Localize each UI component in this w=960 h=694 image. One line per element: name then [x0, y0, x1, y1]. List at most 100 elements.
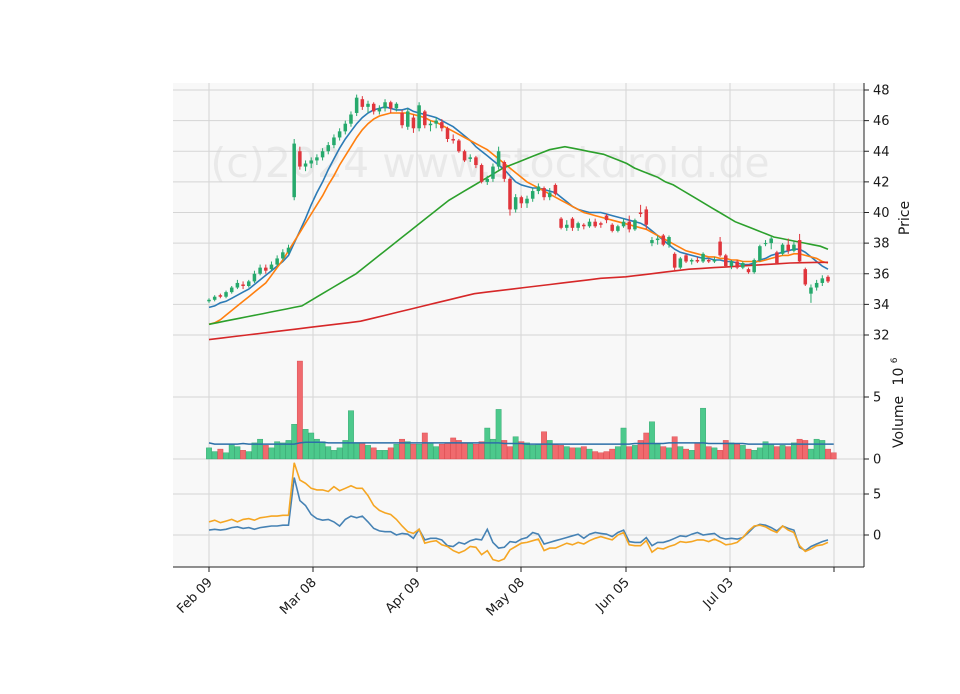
volume-bar [694, 442, 701, 460]
volume-bar [819, 440, 826, 460]
volume-bar [234, 446, 241, 460]
volume-bar [779, 445, 786, 460]
candle-body [530, 191, 535, 199]
candle-body [440, 122, 444, 129]
candle-body [496, 151, 501, 167]
indicator-line-2 [208, 462, 829, 563]
volume-bar [393, 443, 400, 460]
candle-body [746, 269, 751, 273]
candle-body [633, 220, 637, 230]
candle-body [309, 160, 313, 164]
volume-bar [461, 442, 468, 460]
volume-bar [495, 409, 502, 460]
candle-body [383, 102, 387, 109]
candle-body [684, 255, 688, 262]
volume-bar [206, 447, 212, 460]
volume-bar [728, 442, 735, 460]
price-tick-label: 38 [873, 237, 890, 252]
candle-body [337, 131, 342, 138]
volume-bar [257, 438, 264, 460]
x-tick-label: Jul 03 [700, 575, 737, 612]
volume-bar [756, 447, 763, 460]
volume-bar [773, 446, 780, 460]
candle-body [343, 123, 348, 132]
candle-body [212, 296, 217, 300]
volume-average-line [208, 441, 834, 445]
candle-body [224, 292, 228, 297]
volume-panel: 05 Volume 10 6 [173, 352, 907, 468]
volume-bar [308, 432, 315, 460]
candle-body [621, 221, 626, 227]
volume-bar [302, 429, 309, 460]
volume-bar [404, 441, 411, 460]
candle-body [457, 140, 461, 152]
volume-bar [450, 437, 457, 460]
candle-body [667, 237, 671, 245]
volume-bar [490, 438, 496, 460]
volume-bar [314, 438, 320, 460]
volume-bar [245, 451, 252, 460]
candle-body [513, 197, 518, 210]
volume-bar [370, 447, 377, 460]
candle-body [377, 108, 382, 112]
candle-body [553, 184, 558, 195]
price-tick-label: 42 [873, 175, 890, 190]
volume-bar [518, 441, 525, 460]
volume-axis-label-text: Volume [891, 396, 907, 448]
price-axis-label: Price [897, 201, 913, 235]
volume-bar [359, 442, 366, 460]
volume-bar [830, 452, 837, 460]
volume-bar [796, 438, 803, 460]
x-tick-label: Feb 09 [174, 575, 216, 617]
volume-bar [705, 446, 712, 460]
price-panel-background [173, 83, 864, 352]
volume-bar [586, 448, 593, 460]
volume-bar [416, 443, 423, 460]
candle-body [298, 151, 302, 167]
volume-bar [501, 440, 508, 460]
volume-average-line [208, 441, 834, 445]
candle-body [229, 287, 234, 293]
candle-body [809, 287, 813, 294]
volume-bar [336, 447, 343, 460]
candle-body [689, 259, 694, 262]
volume-bar [438, 443, 445, 460]
candle-body [712, 259, 717, 262]
volume-bar [524, 442, 530, 460]
price-panel: (c)2024 www.stockdroid.de 32 34 36 38 40 42 44… [173, 83, 913, 352]
volume-bar [580, 446, 587, 460]
candle-body [752, 259, 756, 273]
price-tick-label: 44 [873, 145, 890, 160]
volume-bar [478, 441, 485, 460]
candle-body [797, 240, 802, 262]
candle-body [485, 178, 490, 182]
watermark: (c)2024 www.stockdroid.de [210, 139, 769, 187]
volume-bar [382, 450, 388, 460]
candle-body [428, 123, 433, 126]
candlestick-series [207, 94, 830, 303]
candle-body [252, 273, 257, 282]
volume-bar [296, 360, 303, 460]
candle-body [218, 295, 223, 297]
candle-body [388, 102, 393, 109]
candle-body [264, 267, 268, 271]
price-tick-label: 32 [873, 329, 890, 344]
volume-bar [274, 441, 281, 460]
candle-body [616, 226, 620, 231]
volume-bar [791, 442, 797, 460]
candle-body [281, 252, 285, 259]
candle-body [650, 240, 654, 244]
candle-body [701, 253, 705, 262]
volume-bar [677, 446, 684, 460]
candle-body [786, 244, 791, 251]
candle-body [604, 215, 609, 221]
candle-body [366, 103, 370, 107]
volume-bar [745, 448, 752, 460]
candle-body [411, 117, 416, 129]
candle-body [519, 197, 524, 204]
candle-body [672, 253, 677, 268]
volume-bar [541, 431, 547, 460]
volume-bar [325, 446, 332, 460]
indicator-panel-background [173, 460, 864, 567]
x-tick-label: Apr 09 [383, 575, 424, 616]
